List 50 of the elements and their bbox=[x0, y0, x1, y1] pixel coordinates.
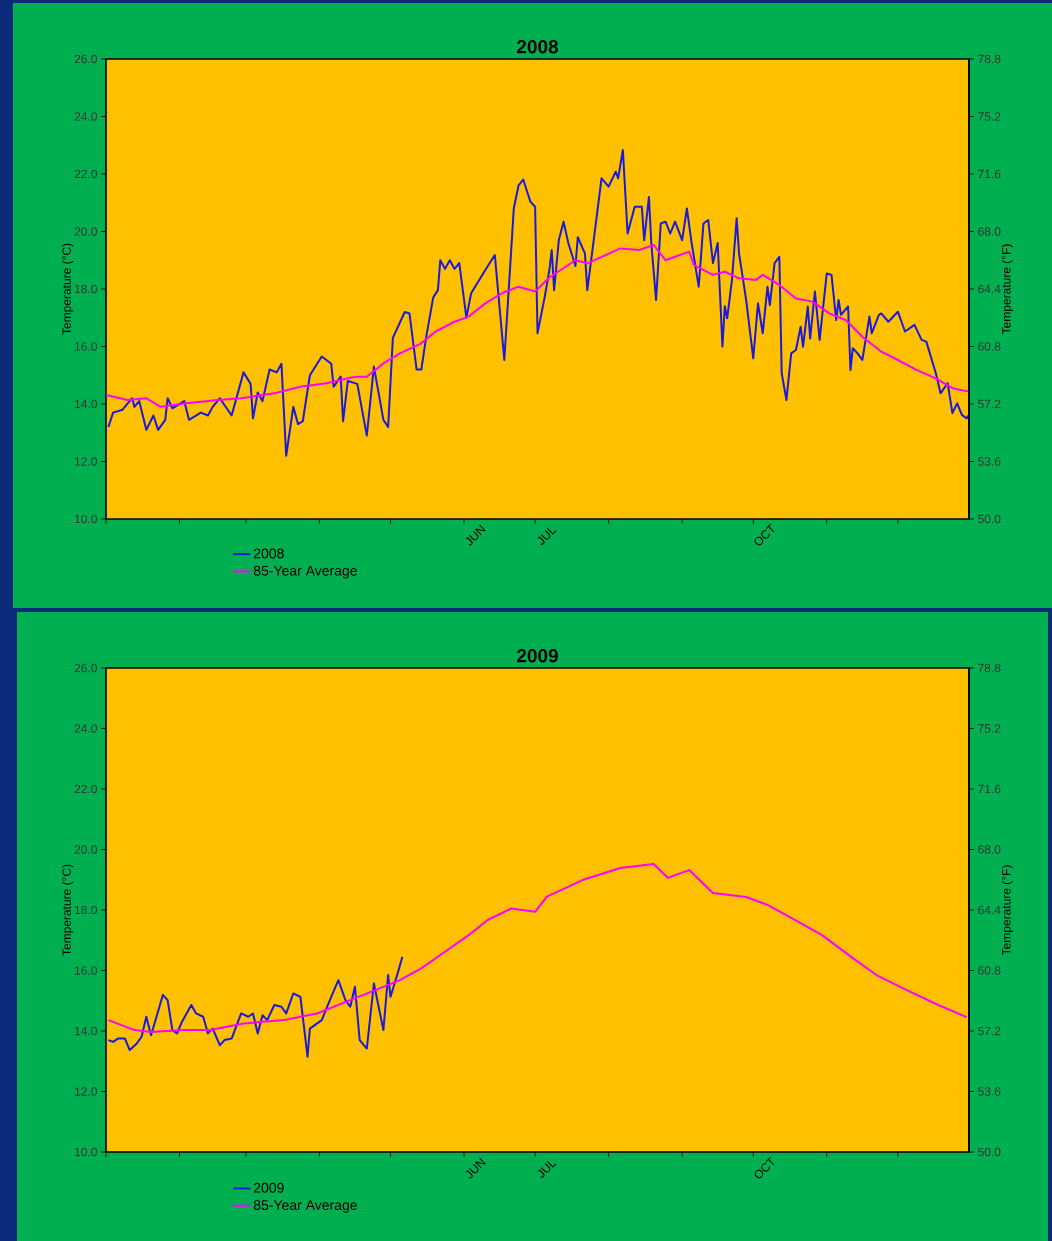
y-tick-label: 22.0 bbox=[74, 784, 97, 794]
y-axis-title: Temperature (°C) bbox=[62, 864, 74, 956]
y2-tick-label: 53.6 bbox=[978, 457, 1001, 466]
line-series bbox=[107, 955, 404, 1058]
y-tick-label: 20.0 bbox=[74, 227, 97, 236]
y-tick-label: 24.0 bbox=[74, 724, 97, 733]
y-tick-label: 10.0 bbox=[75, 514, 97, 524]
y2-tick-label: 50.0 bbox=[978, 1147, 1001, 1157]
legend-label: 2008 bbox=[253, 548, 284, 559]
y-tick-label: 20.0 bbox=[74, 845, 97, 854]
y2-tick-label: 60.8 bbox=[978, 966, 1001, 975]
y2-tick-label: 53.6 bbox=[978, 1087, 1001, 1096]
y-axis-title: Temperature (°C) bbox=[62, 243, 74, 335]
y-tick-label: 22.0 bbox=[74, 169, 97, 179]
y-tick-label: 26.0 bbox=[74, 663, 97, 673]
y-tick-label: 12.0 bbox=[75, 1087, 97, 1096]
y2-tick-label: 68.0 bbox=[978, 845, 1001, 854]
legend-label: 2009 bbox=[253, 1182, 284, 1193]
y-tick-label: 18.0 bbox=[75, 905, 97, 915]
y2-tick-label: 75.2 bbox=[978, 724, 1001, 733]
y2-tick-label: 75.2 bbox=[978, 112, 1001, 121]
y2-tick-label: 71.6 bbox=[978, 169, 1001, 179]
y2-axis-title: Temperature (°F) bbox=[1001, 244, 1013, 335]
y2-tick-label: 50.0 bbox=[978, 514, 1001, 524]
y-tick-label: 14.0 bbox=[75, 1026, 97, 1036]
y2-axis-title: Temperature (°F) bbox=[1001, 865, 1013, 956]
y-tick-label: 16.0 bbox=[75, 342, 97, 351]
y-tick-label: 16.0 bbox=[75, 966, 97, 975]
chart-title: 2009 bbox=[517, 649, 558, 663]
x-tick-label: JUL bbox=[537, 1161, 557, 1178]
y2-tick-label: 64.4 bbox=[978, 905, 1001, 915]
y-tick-label: 14.0 bbox=[75, 399, 97, 409]
legend-label: 85-Year Average bbox=[253, 565, 357, 579]
y-tick-label: 10.0 bbox=[75, 1147, 97, 1157]
y2-tick-label: 78.8 bbox=[978, 54, 1001, 64]
line-series bbox=[107, 863, 968, 1033]
y2-tick-label: 57.2 bbox=[978, 399, 1001, 409]
y2-tick-label: 71.6 bbox=[978, 784, 1001, 794]
y-tick-label: 24.0 bbox=[74, 112, 97, 121]
y-tick-label: 26.0 bbox=[74, 54, 97, 64]
y2-tick-label: 68.0 bbox=[978, 227, 1001, 236]
legend-label: 85-Year Average bbox=[253, 1200, 357, 1213]
chart-title: 2008 bbox=[517, 40, 559, 54]
y-tick-label: 18.0 bbox=[75, 284, 97, 294]
y2-tick-label: 64.4 bbox=[978, 284, 1001, 294]
y2-tick-label: 60.8 bbox=[978, 342, 1001, 351]
y2-tick-label: 57.2 bbox=[978, 1026, 1001, 1036]
x-tick-label: JUL bbox=[537, 528, 557, 545]
y2-tick-label: 78.8 bbox=[978, 663, 1001, 673]
y-tick-label: 12.0 bbox=[75, 457, 97, 466]
